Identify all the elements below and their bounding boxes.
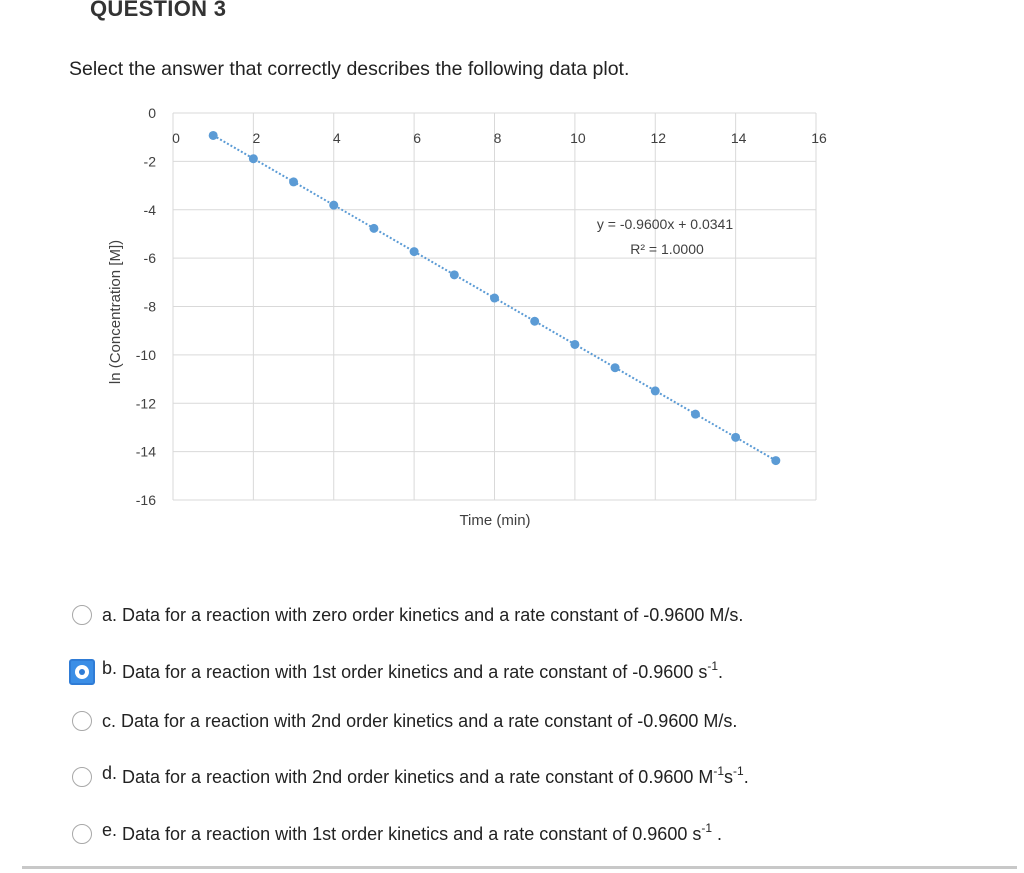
question-prompt: Select the answer that correctly describ… — [69, 58, 630, 80]
chart-grid — [172, 112, 817, 501]
data-point — [449, 270, 459, 280]
question-title: QUESTION 3 — [90, 0, 227, 21]
data-point — [650, 386, 660, 396]
answer-text-tail: . — [718, 661, 724, 682]
data-point — [731, 432, 741, 442]
radio-selected-icon[interactable] — [69, 659, 95, 685]
data-point — [490, 293, 499, 303]
answer-letter: d. — [102, 762, 118, 783]
y-axis-label: ln (Concentration [M]) — [107, 240, 124, 384]
unit-exponent-2: -1 — [733, 763, 744, 778]
answer-option-c[interactable]: c. Data for a reaction with 2nd order kin… — [72, 706, 737, 736]
tick-labels: 0 2 4 6 8 10 12 14 16 0 -2 -4 -6 -8 -10 -12 -14 -16 — [136, 105, 827, 508]
x-tick-label: 8 — [494, 130, 502, 146]
y-tick-label: -2 — [144, 153, 157, 169]
answer-letter: a. — [102, 604, 118, 625]
answer-letter: c. — [102, 710, 117, 731]
y-tick-label: -6 — [144, 250, 157, 266]
answer-text: Data for a reaction with 1st order kinet… — [122, 820, 723, 845]
y-tick-label: -4 — [144, 202, 157, 218]
x-tick-label: 10 — [570, 130, 586, 146]
x-tick-label: 0 — [172, 130, 180, 146]
x-axis-label: Time (min) — [459, 512, 530, 529]
radio-unselected-icon[interactable] — [72, 824, 92, 844]
trendline-equation: y = -0.9600x + 0.0341 — [597, 216, 733, 232]
radio-unselected-icon[interactable] — [72, 711, 92, 731]
unit-exponent: -1 — [713, 763, 725, 778]
radio-unselected-icon[interactable] — [72, 605, 92, 625]
scatter-chart: 0 2 4 6 8 10 12 14 16 0 -2 -4 -6 -8 -10 -12 -14 -16 Time … — [107, 105, 827, 529]
answer-text-main: Data for a reaction with 1st order kinet… — [122, 661, 699, 682]
answer-text-main: Data for a reaction with zero order kine… — [122, 604, 744, 625]
data-point — [570, 339, 580, 349]
data-point — [690, 409, 700, 419]
answer-text: Data for a reaction with zero order kine… — [122, 605, 743, 626]
answer-text-tail: . — [743, 766, 749, 787]
answer-option-e[interactable]: e. Data for a reaction with 1st order kin… — [72, 819, 722, 849]
unit-base: s — [692, 823, 702, 844]
data-points — [208, 130, 781, 466]
x-tick-label: 4 — [333, 130, 341, 146]
data-point — [610, 363, 620, 373]
data-point — [248, 154, 258, 164]
answer-option-a[interactable]: a. Data for a reaction with zero order ki… — [72, 600, 743, 630]
answer-option-b[interactable]: b. Data for a reaction with 1st order kin… — [69, 657, 724, 687]
answer-text-tail: . — [712, 823, 723, 844]
data-point — [289, 177, 299, 187]
unit-base: s — [698, 661, 708, 682]
bottom-divider — [22, 866, 1017, 869]
answer-text: Data for a reaction with 2nd order kinet… — [121, 711, 737, 732]
y-tick-label: -10 — [136, 347, 156, 363]
x-tick-label: 16 — [811, 130, 827, 146]
y-tick-label: -14 — [136, 444, 156, 460]
answer-text-main: Data for a reaction with 2nd order kinet… — [121, 710, 738, 731]
y-tick-label: -8 — [144, 299, 157, 315]
data-point — [409, 247, 419, 257]
answer-letter: e. — [102, 819, 118, 840]
data-point — [771, 456, 781, 466]
y-tick-label: -16 — [136, 492, 156, 508]
unit-base: M — [698, 766, 714, 787]
answer-text-main: Data for a reaction with 1st order kinet… — [122, 823, 693, 844]
unit-exponent: -1 — [707, 658, 719, 673]
data-point — [329, 200, 339, 210]
x-tick-label: 14 — [731, 130, 747, 146]
x-tick-label: 6 — [413, 130, 421, 146]
answer-text-main: Data for a reaction with 2nd order kinet… — [122, 766, 699, 787]
answer-text: Data for a reaction with 1st order kinet… — [122, 658, 724, 683]
y-tick-label: -12 — [136, 395, 156, 411]
y-tick-label: 0 — [148, 105, 156, 121]
answer-option-d[interactable]: d. Data for a reaction with 2nd order kin… — [72, 762, 749, 792]
data-point — [208, 130, 218, 140]
x-tick-label: 12 — [650, 130, 666, 146]
unit-exponent: -1 — [701, 820, 713, 835]
trendline-r-squared: R² = 1.0000 — [630, 241, 704, 257]
data-point — [369, 223, 379, 233]
unit-base-2: s — [724, 766, 734, 787]
answer-letter: b. — [102, 657, 118, 678]
answer-text: Data for a reaction with 2nd order kinet… — [122, 763, 749, 788]
data-point — [530, 316, 540, 326]
radio-unselected-icon[interactable] — [72, 767, 92, 787]
x-tick-label: 2 — [252, 130, 260, 146]
